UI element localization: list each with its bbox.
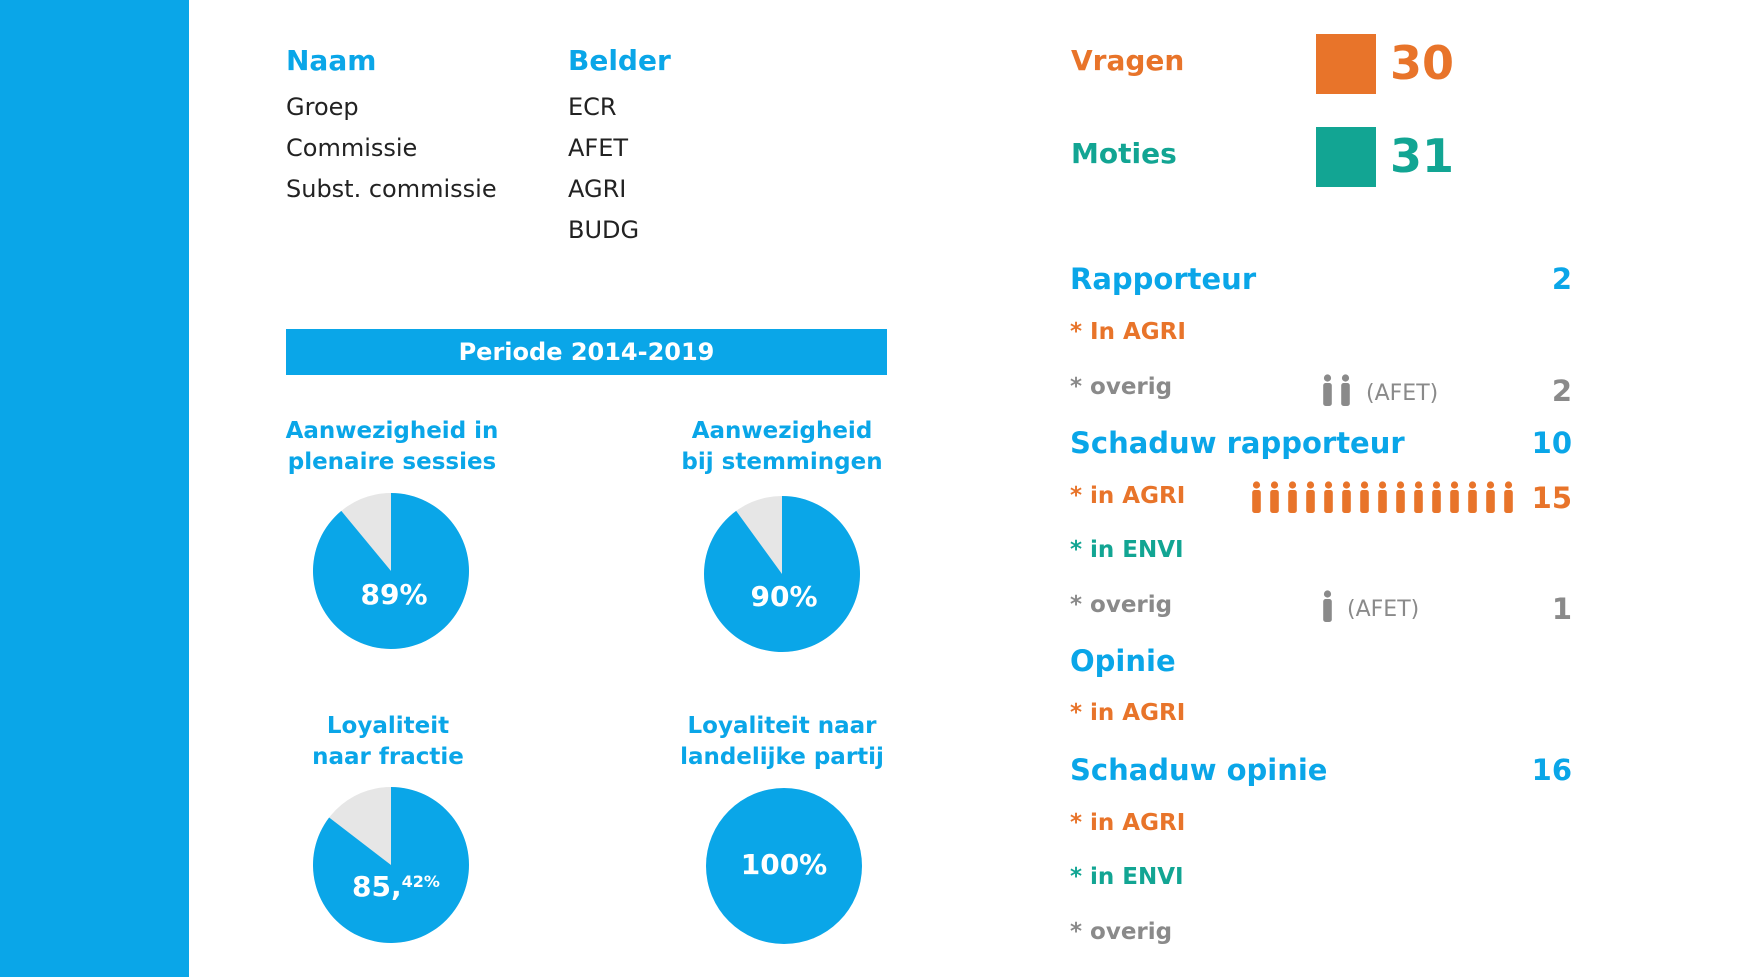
info-label-subst-commissie: Subst. commissie (286, 175, 497, 203)
opinie-in-agri: * in AGRI (1070, 700, 1186, 726)
schaduw-rapporteur-overig-note: (AFET) (1347, 597, 1420, 622)
pie-title-plenaire: Aanwezigheid in plenaire sessies (242, 416, 542, 478)
person-icon (1324, 481, 1333, 513)
person-icon (1414, 481, 1423, 513)
person-icon (1450, 481, 1459, 513)
rapporteur-overig: * overig (1070, 374, 1173, 400)
pie-title-line2: naar fractie (312, 744, 464, 770)
info-value-subst-commissie-2: BUDG (568, 216, 640, 244)
schaduw-rapporteur-overig: * overig (1070, 592, 1173, 618)
person-icon (1252, 481, 1261, 513)
moties-square (1316, 127, 1376, 187)
name-header: Naam (286, 44, 377, 77)
person-icon (1288, 481, 1297, 513)
schaduw-rapporteur-overig-icons (1322, 590, 1340, 622)
period-banner: Periode 2014-2019 (286, 329, 887, 375)
vragen-square (1316, 34, 1376, 94)
person-icon (1396, 481, 1405, 513)
info-label-groep: Groep (286, 93, 359, 121)
pie-title-line1: Aanwezigheid in (285, 418, 499, 444)
person-icon (1360, 481, 1369, 513)
rapporteur-overig-count: 2 (1551, 374, 1572, 408)
schaduw-rapporteur-overig-count: 1 (1551, 592, 1572, 626)
schaduw-rapporteur-total: 10 (1531, 426, 1572, 460)
moties-label: Moties (1071, 137, 1177, 170)
pie-chart-stemmingen (704, 496, 860, 652)
person-icon (1342, 481, 1351, 513)
person-icon (1486, 481, 1495, 513)
pie-title-line1: Loyaliteit naar (687, 713, 877, 739)
pie-value-main: 85, (352, 870, 402, 903)
pie-value-stemmingen: 90% (750, 580, 818, 613)
rapporteur-title: Rapporteur (1070, 262, 1257, 296)
moties-count: 31 (1390, 129, 1455, 183)
pie-title-fractie: Loyaliteit naar fractie (238, 711, 538, 773)
pie-title-partij: Loyaliteit naar landelijke partij (632, 711, 932, 773)
person-icon (1270, 481, 1279, 513)
person-icon (1432, 481, 1441, 513)
opinie-title: Opinie (1070, 644, 1176, 678)
schaduw-rapporteur-agri-count: 15 (1531, 481, 1572, 515)
schaduw-opinie-in-agri: * in AGRI (1070, 810, 1186, 836)
sidebar-band (0, 0, 189, 977)
info-value-groep: ECR (568, 93, 617, 121)
pie-rest-slice (706, 788, 862, 944)
pie-value-decimal: 42% (401, 872, 440, 891)
schaduw-rapporteur-agri-icons (1251, 481, 1521, 513)
person-icon (1323, 374, 1332, 406)
person-icon (1323, 590, 1332, 622)
schaduw-opinie-in-envi: * in ENVI (1070, 864, 1184, 890)
pie-title-line2: bij stemmingen (681, 449, 883, 475)
pie-value-slice (313, 787, 469, 943)
schaduw-rapporteur-in-envi: * in ENVI (1070, 537, 1184, 563)
info-value-subst-commissie: AGRI (568, 175, 627, 203)
pie-title-line1: Loyaliteit (326, 713, 450, 739)
person-icon (1341, 374, 1350, 406)
person-icon (1378, 481, 1387, 513)
vragen-label: Vragen (1071, 44, 1185, 77)
rapporteur-overig-icons (1322, 374, 1358, 406)
rapporteur-in-agri: * In AGRI (1070, 319, 1186, 345)
rapporteur-overig-note: (AFET) (1366, 381, 1439, 406)
pie-title-line2: landelijke partij (680, 744, 884, 770)
pie-chart-partij (706, 788, 862, 944)
schaduw-opinie-title: Schaduw opinie (1070, 753, 1328, 787)
pie-value-partij: 100% (740, 848, 828, 881)
rapporteur-total: 2 (1551, 262, 1572, 296)
pie-value-plenaire: 89% (360, 578, 428, 611)
person-icon (1306, 481, 1315, 513)
pie-title-line2: plenaire sessies (287, 449, 497, 475)
pie-value-slice (704, 496, 860, 652)
vragen-count: 30 (1390, 36, 1455, 90)
person-icon (1504, 481, 1513, 513)
info-value-commissie: AFET (568, 134, 629, 162)
pie-value-fractie: 85,42% (318, 870, 474, 903)
schaduw-opinie-total: 16 (1531, 753, 1572, 787)
info-label-commissie: Commissie (286, 134, 418, 162)
person-icon (1468, 481, 1477, 513)
pie-chart-fractie (313, 787, 469, 943)
pie-title-stemmingen: Aanwezigheid bij stemmingen (632, 416, 932, 478)
name-value: Belder (568, 44, 671, 77)
pie-title-line1: Aanwezigheid (691, 418, 873, 444)
schaduw-rapporteur-title: Schaduw rapporteur (1070, 426, 1405, 460)
pie-value-slice (313, 493, 469, 649)
schaduw-opinie-overig: * overig (1070, 919, 1173, 945)
schaduw-rapporteur-in-agri: * in AGRI (1070, 483, 1186, 509)
pie-chart-plenaire (313, 493, 469, 649)
